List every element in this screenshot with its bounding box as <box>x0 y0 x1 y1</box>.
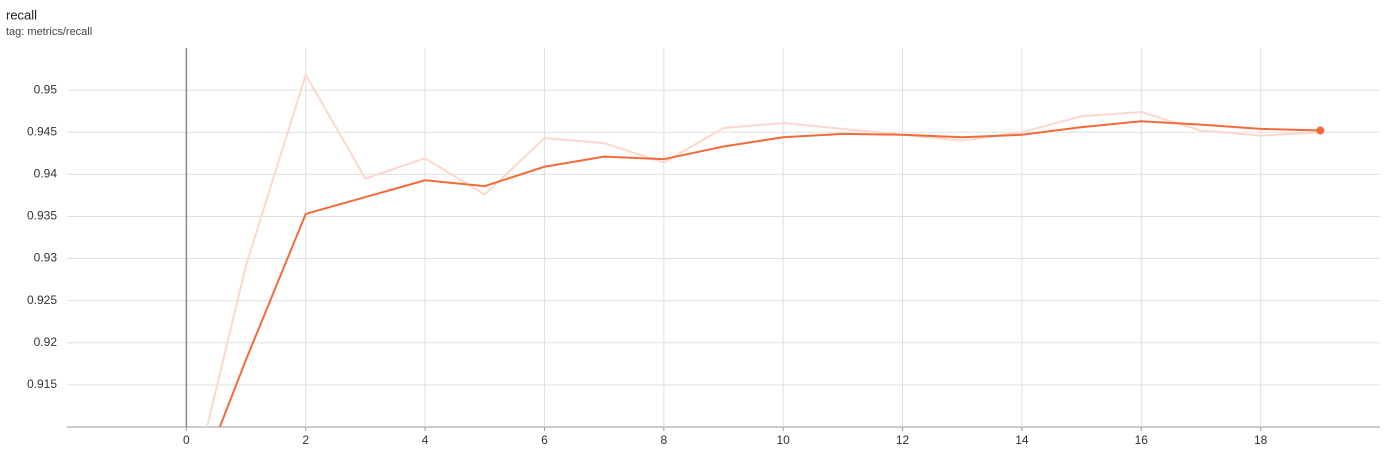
x-tick-label: 10 <box>777 433 791 447</box>
y-tick-label: 0.925 <box>27 293 57 307</box>
x-tick-label: 0 <box>183 433 190 447</box>
series-line <box>206 72 1321 427</box>
x-tick-label: 18 <box>1254 433 1268 447</box>
x-tick-label: 2 <box>302 433 309 447</box>
x-tick-label: 14 <box>1015 433 1029 447</box>
y-tick-label: 0.945 <box>27 124 57 138</box>
chart-subtitle: tag: metrics/recall <box>6 26 92 38</box>
plot-area <box>206 72 1321 427</box>
y-tick-label: 0.915 <box>27 377 57 391</box>
x-tick-label: 12 <box>896 433 910 447</box>
y-tick-label: 0.93 <box>34 251 58 265</box>
series-line <box>218 120 1321 427</box>
y-tick-label: 0.94 <box>34 167 58 181</box>
x-tick-label: 4 <box>422 433 429 447</box>
x-tick-label: 8 <box>660 433 667 447</box>
y-tick-label: 0.935 <box>27 209 57 223</box>
chart-title: recall <box>6 7 37 22</box>
x-tick-label: 16 <box>1135 433 1149 447</box>
x-tick-label: 6 <box>541 433 548 447</box>
end-point <box>1316 126 1325 135</box>
y-tick-label: 0.95 <box>34 82 58 96</box>
y-tick-label: 0.92 <box>34 335 58 349</box>
